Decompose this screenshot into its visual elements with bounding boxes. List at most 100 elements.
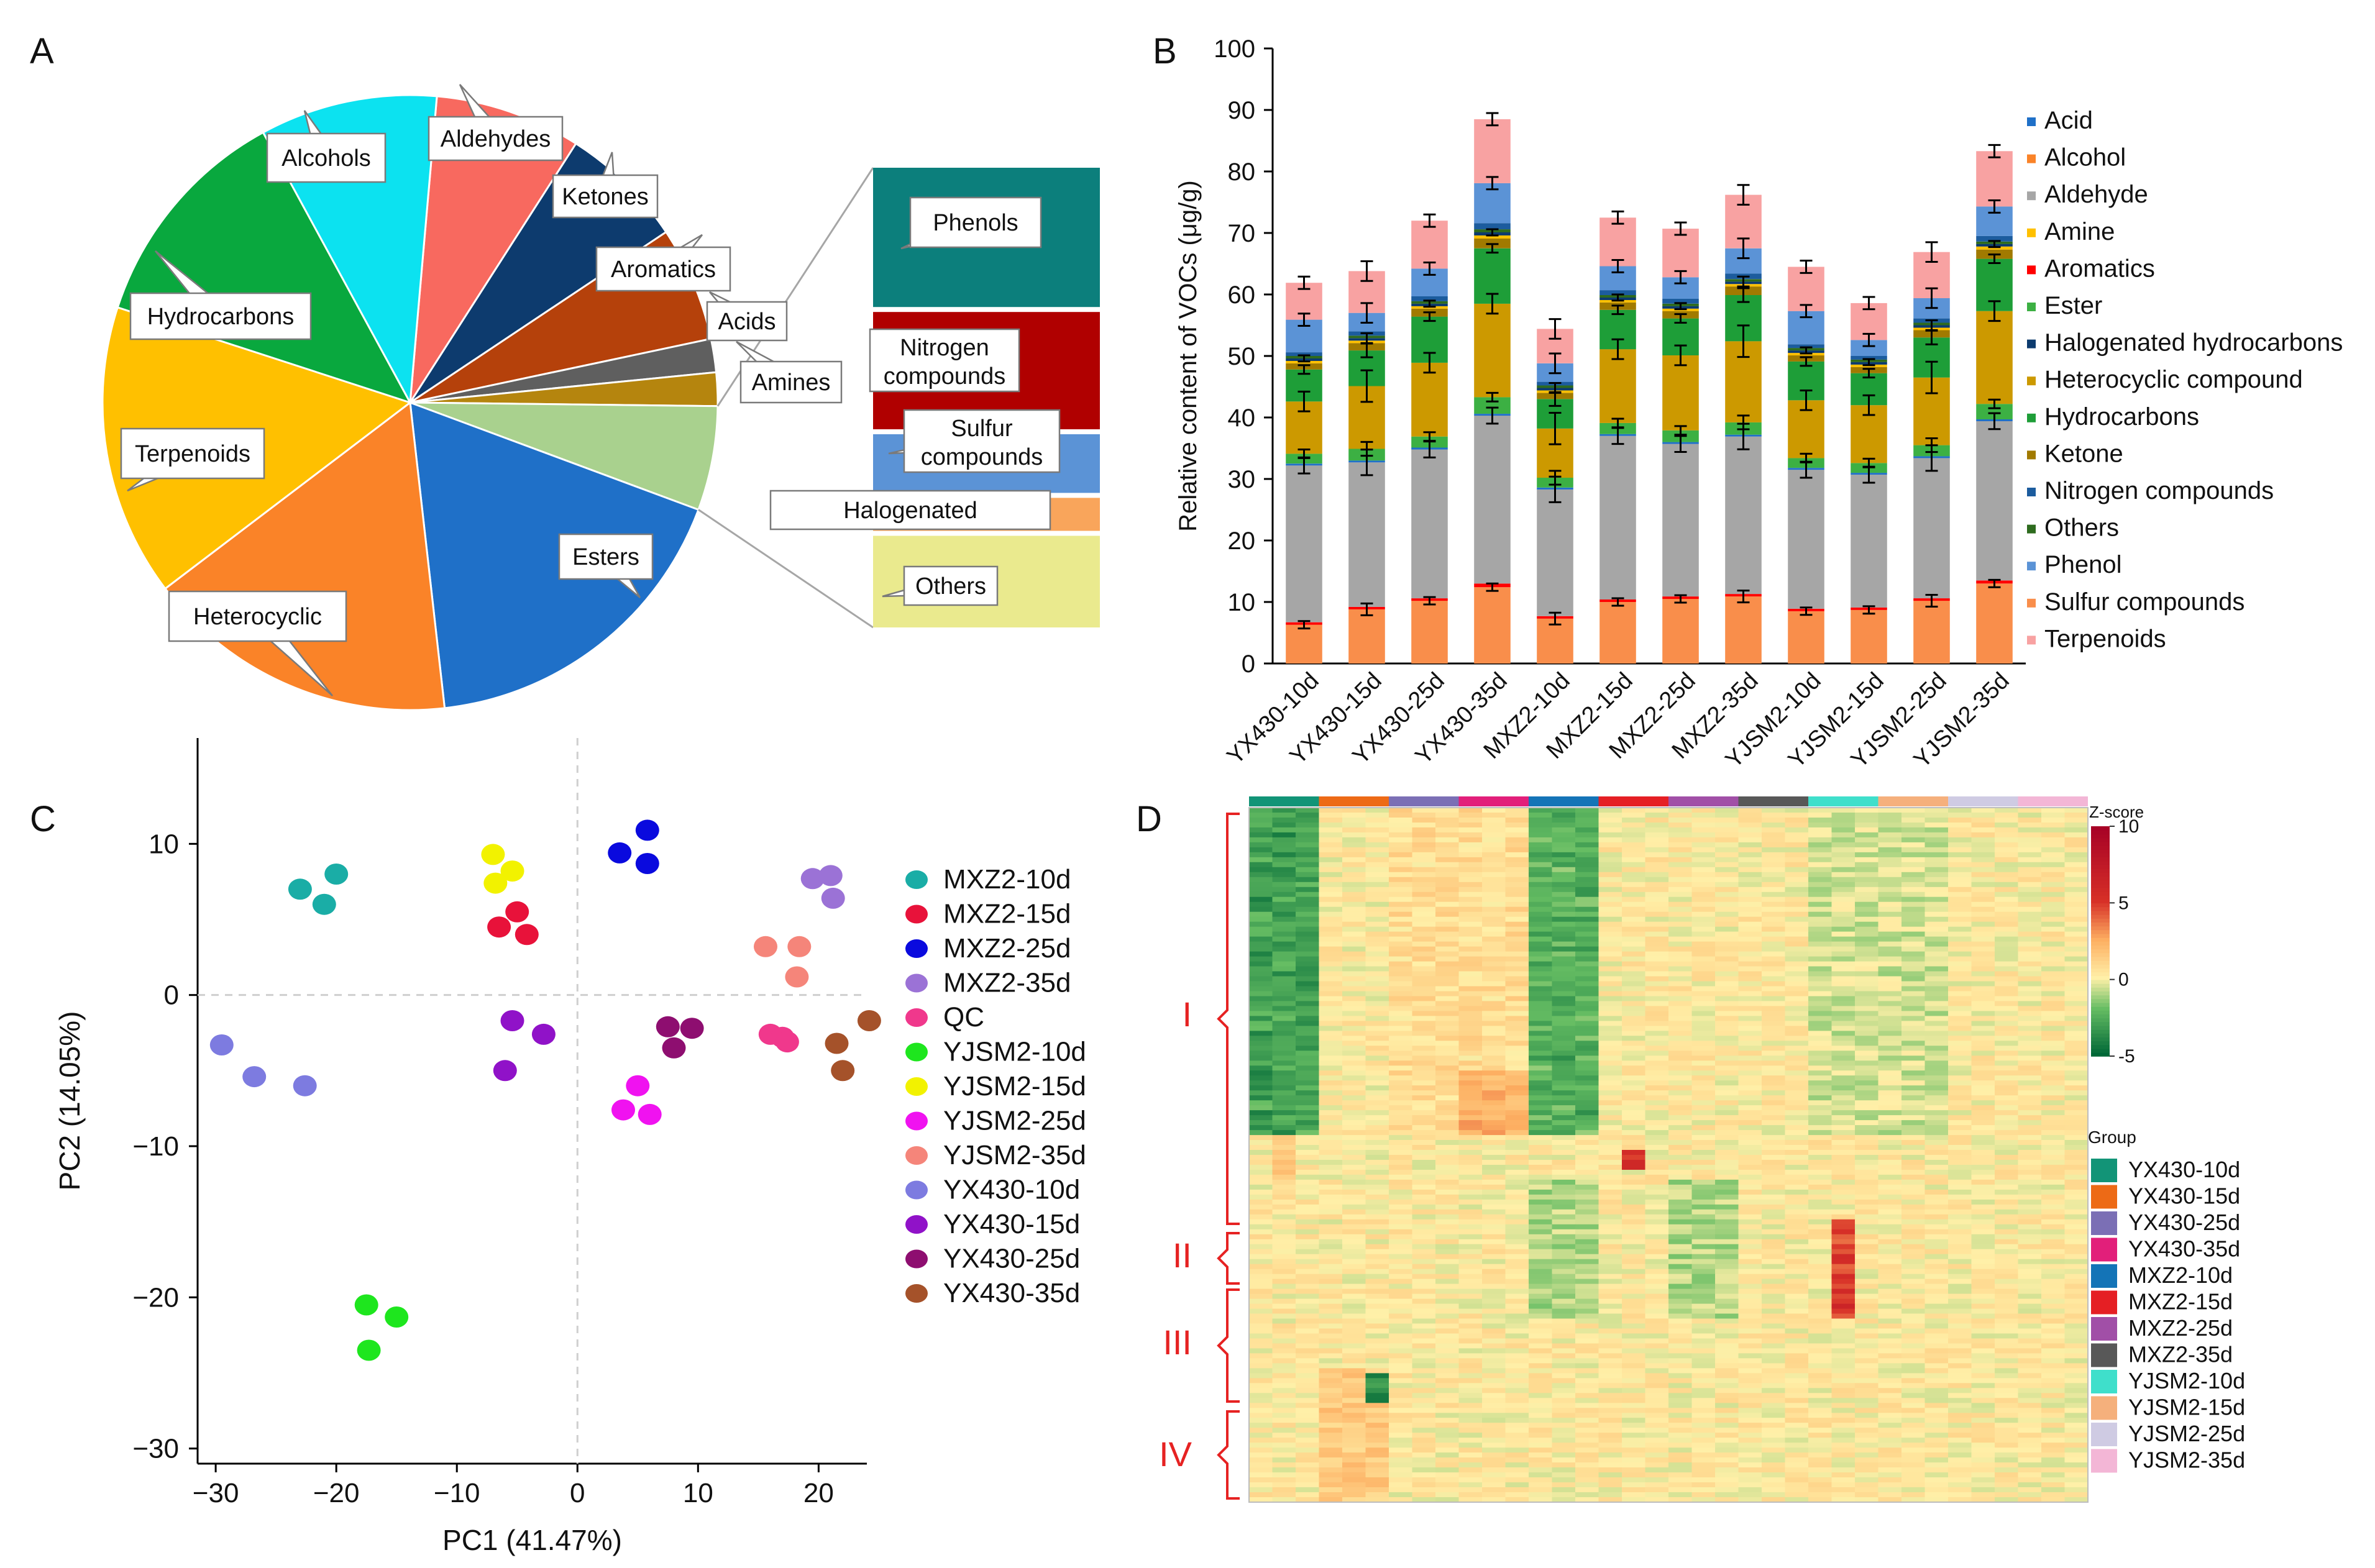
heatmap-cell [1971,1080,1995,1086]
heatmap-cell [1995,1259,2019,1265]
heatmap-cell [1272,1150,1296,1155]
heatmap-cell [1901,916,1926,923]
heatmap-cell [1645,896,1669,903]
heatmap-cell [1412,867,1436,873]
heatmap-cell [1715,956,1739,962]
heatmap-cell [2041,1214,2066,1220]
heatmap-cell [1319,991,1343,997]
heatmap-cell [1435,1115,1460,1121]
heatmap-cell [1831,1006,1856,1011]
heatmap-cell [1855,1130,1879,1136]
heatmap-cell [1529,891,1553,898]
heatmap-cell [1668,1046,1693,1051]
heatmap-cell [2064,1090,2089,1096]
heatmap-cell [1458,1378,1483,1383]
heatmap-cell [1971,1229,1995,1235]
heatmap-cell [1762,1353,1786,1359]
heatmap-cell [1645,1095,1669,1101]
heatmap-cell [1435,1080,1460,1086]
heatmap-cell [1691,986,1716,992]
heatmap-cell [1598,1135,1622,1141]
heatmap-cell [1762,1328,1786,1334]
heatmap-row [1249,1363,2089,1369]
heatmap-cell [1738,1274,1762,1280]
heatmap-cell [1668,808,1693,813]
heatmap-cell [1552,1348,1576,1354]
pie-callout-mask [598,549,613,564]
heatmap-cell [1995,1090,2019,1096]
heatmap-cell [1901,1006,1926,1011]
heatmap-cell [1762,1338,1786,1344]
heatmap-cell [1855,976,1879,982]
heatmap-cell [1668,1194,1693,1200]
heatmap-cell [1855,1125,1879,1131]
heatmap-cell [1924,946,1949,952]
heatmap-row [1249,1184,2089,1190]
heatmap-cell [1738,916,1762,923]
heatmap-cell [1505,1184,1529,1190]
heatmap-cell [1249,1110,1273,1116]
heatmap-cell [1505,1288,1529,1295]
heatmap-cell [1342,882,1366,888]
heatmap-cell [1552,1204,1576,1210]
heatmap-cell [1785,1165,1809,1170]
heatmap-cell [1715,1016,1739,1021]
heatmap-cell [1296,946,1320,952]
heatmap-cell [1365,1170,1389,1175]
heatmap-cell [1855,1031,1879,1036]
pca-point-mxz2-35d [800,868,825,890]
heatmap-cell [1529,1165,1553,1170]
heatmap-cell [1505,847,1529,853]
heatmap-cell [1552,1219,1576,1225]
heatmap-cell [1296,867,1320,873]
heatmap-cell [1365,1194,1389,1200]
heatmap-cell [1435,1333,1460,1339]
heatmap-cell [1435,1060,1460,1066]
heatmap-cell [1365,1249,1389,1255]
heatmap-cell [1482,996,1506,1002]
heatmap-cell [1249,1070,1273,1076]
heatmap-row [1249,1333,2089,1339]
pie-label-terpenoids: Terpenoids [135,441,250,467]
heatmap-cell [1342,1199,1366,1205]
heatmap-cell [1529,1283,1553,1290]
heatmap-cell [1249,1343,1273,1349]
heatmap-cell [1458,823,1483,828]
heatmap-cell [1855,1026,1879,1031]
heatmap-row [1249,1323,2089,1329]
heatmap-cell [1342,1333,1366,1339]
heatmap-cell [1855,1298,1879,1305]
heatmap-cell [1412,1303,1436,1310]
heatmap-cell [1505,1194,1529,1200]
heatmap-cell [1762,1303,1786,1310]
heatmap-cell [1505,1348,1529,1354]
heatmap-cell [1855,837,1879,843]
heatmap-row [1249,1204,2089,1210]
heatmap-cell [1272,1046,1296,1051]
heatmap-cell [1691,1051,1716,1056]
y-tick-label: 20 [1228,527,1256,555]
heatmap-cell [2041,991,2066,997]
heatmap-cell [1691,1293,1716,1300]
heatmap-cell [1924,1308,1949,1315]
heatmap-cell [1808,1264,1833,1270]
heatmap-cell [1762,1110,1786,1116]
heatmap-cell [1365,1204,1389,1210]
heatmap-cell [1505,1229,1529,1235]
heatmap-cell [1971,906,1995,913]
heatmap-cell [1808,1288,1833,1295]
heatmap-cell [1762,1249,1786,1255]
heatmap-cell [1412,872,1436,878]
heatmap-cell [1575,1313,1599,1320]
heatmap-cell [1389,1363,1413,1369]
heatmap-cell [1575,1100,1599,1106]
heatmap-cell [1645,857,1669,863]
heatmap-cell [1365,1184,1389,1190]
heatmap-cell [1296,1174,1320,1180]
heatmap-cell [1948,1021,1972,1026]
heatmap-cell [1505,941,1529,947]
heatmap-cell [2041,981,2066,987]
heatmap-cell [1412,1283,1436,1290]
heatmap-cell [1575,1358,1599,1364]
heatmap-cell [1948,1358,1972,1364]
